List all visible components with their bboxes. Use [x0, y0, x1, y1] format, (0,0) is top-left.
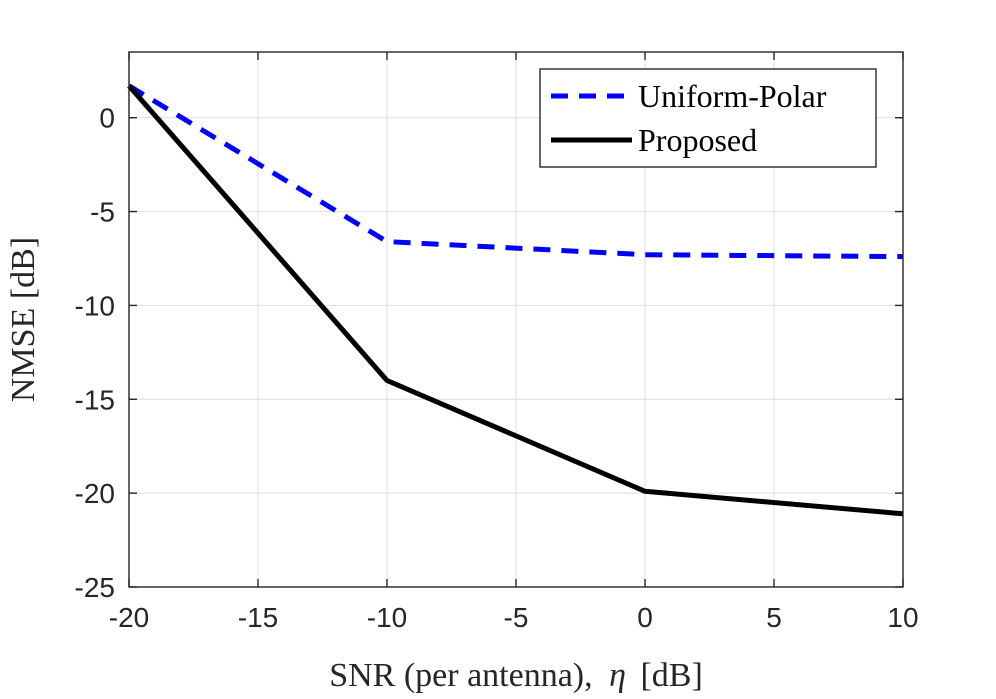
x-tick-label: -20: [109, 602, 149, 633]
y-tick-label: -20: [75, 478, 115, 509]
x-axis-label-symbol: η: [609, 657, 626, 694]
series-line-proposed: [127, 84, 904, 517]
x-tick-label: 5: [766, 602, 782, 633]
tick-layer: -20 -15 -10 -5 0 5 10-25-20-15-10-50: [75, 52, 919, 633]
y-tick-label: 0: [99, 103, 115, 134]
series-line-uniform-polar: [127, 83, 904, 260]
x-axis-label-main: SNR (per antenna),: [329, 657, 592, 694]
y-axis-label: NMSE [dB]: [5, 237, 42, 402]
legend: Uniform-Polar Proposed: [539, 68, 877, 168]
x-tick-label: -15: [238, 602, 278, 633]
y-tick-label: -25: [75, 572, 115, 603]
y-tick-label: -10: [75, 290, 115, 321]
x-tick-label: -5: [504, 602, 529, 633]
series-layer: [127, 83, 904, 517]
x-axis-label-unit: [dB]: [640, 657, 702, 694]
y-tick-label: -5: [90, 197, 115, 228]
legend-label-proposed: Proposed: [638, 122, 757, 158]
x-tick-label: 0: [637, 602, 653, 633]
legend-box: [539, 68, 877, 168]
y-tick-label: -15: [75, 384, 115, 415]
x-axis-label: SNR (per antenna), η [dB]: [329, 657, 703, 694]
x-tick-label: 10: [887, 602, 918, 633]
x-tick-label: -10: [367, 602, 407, 633]
legend-label-uniform-polar: Uniform-Polar: [638, 78, 827, 114]
